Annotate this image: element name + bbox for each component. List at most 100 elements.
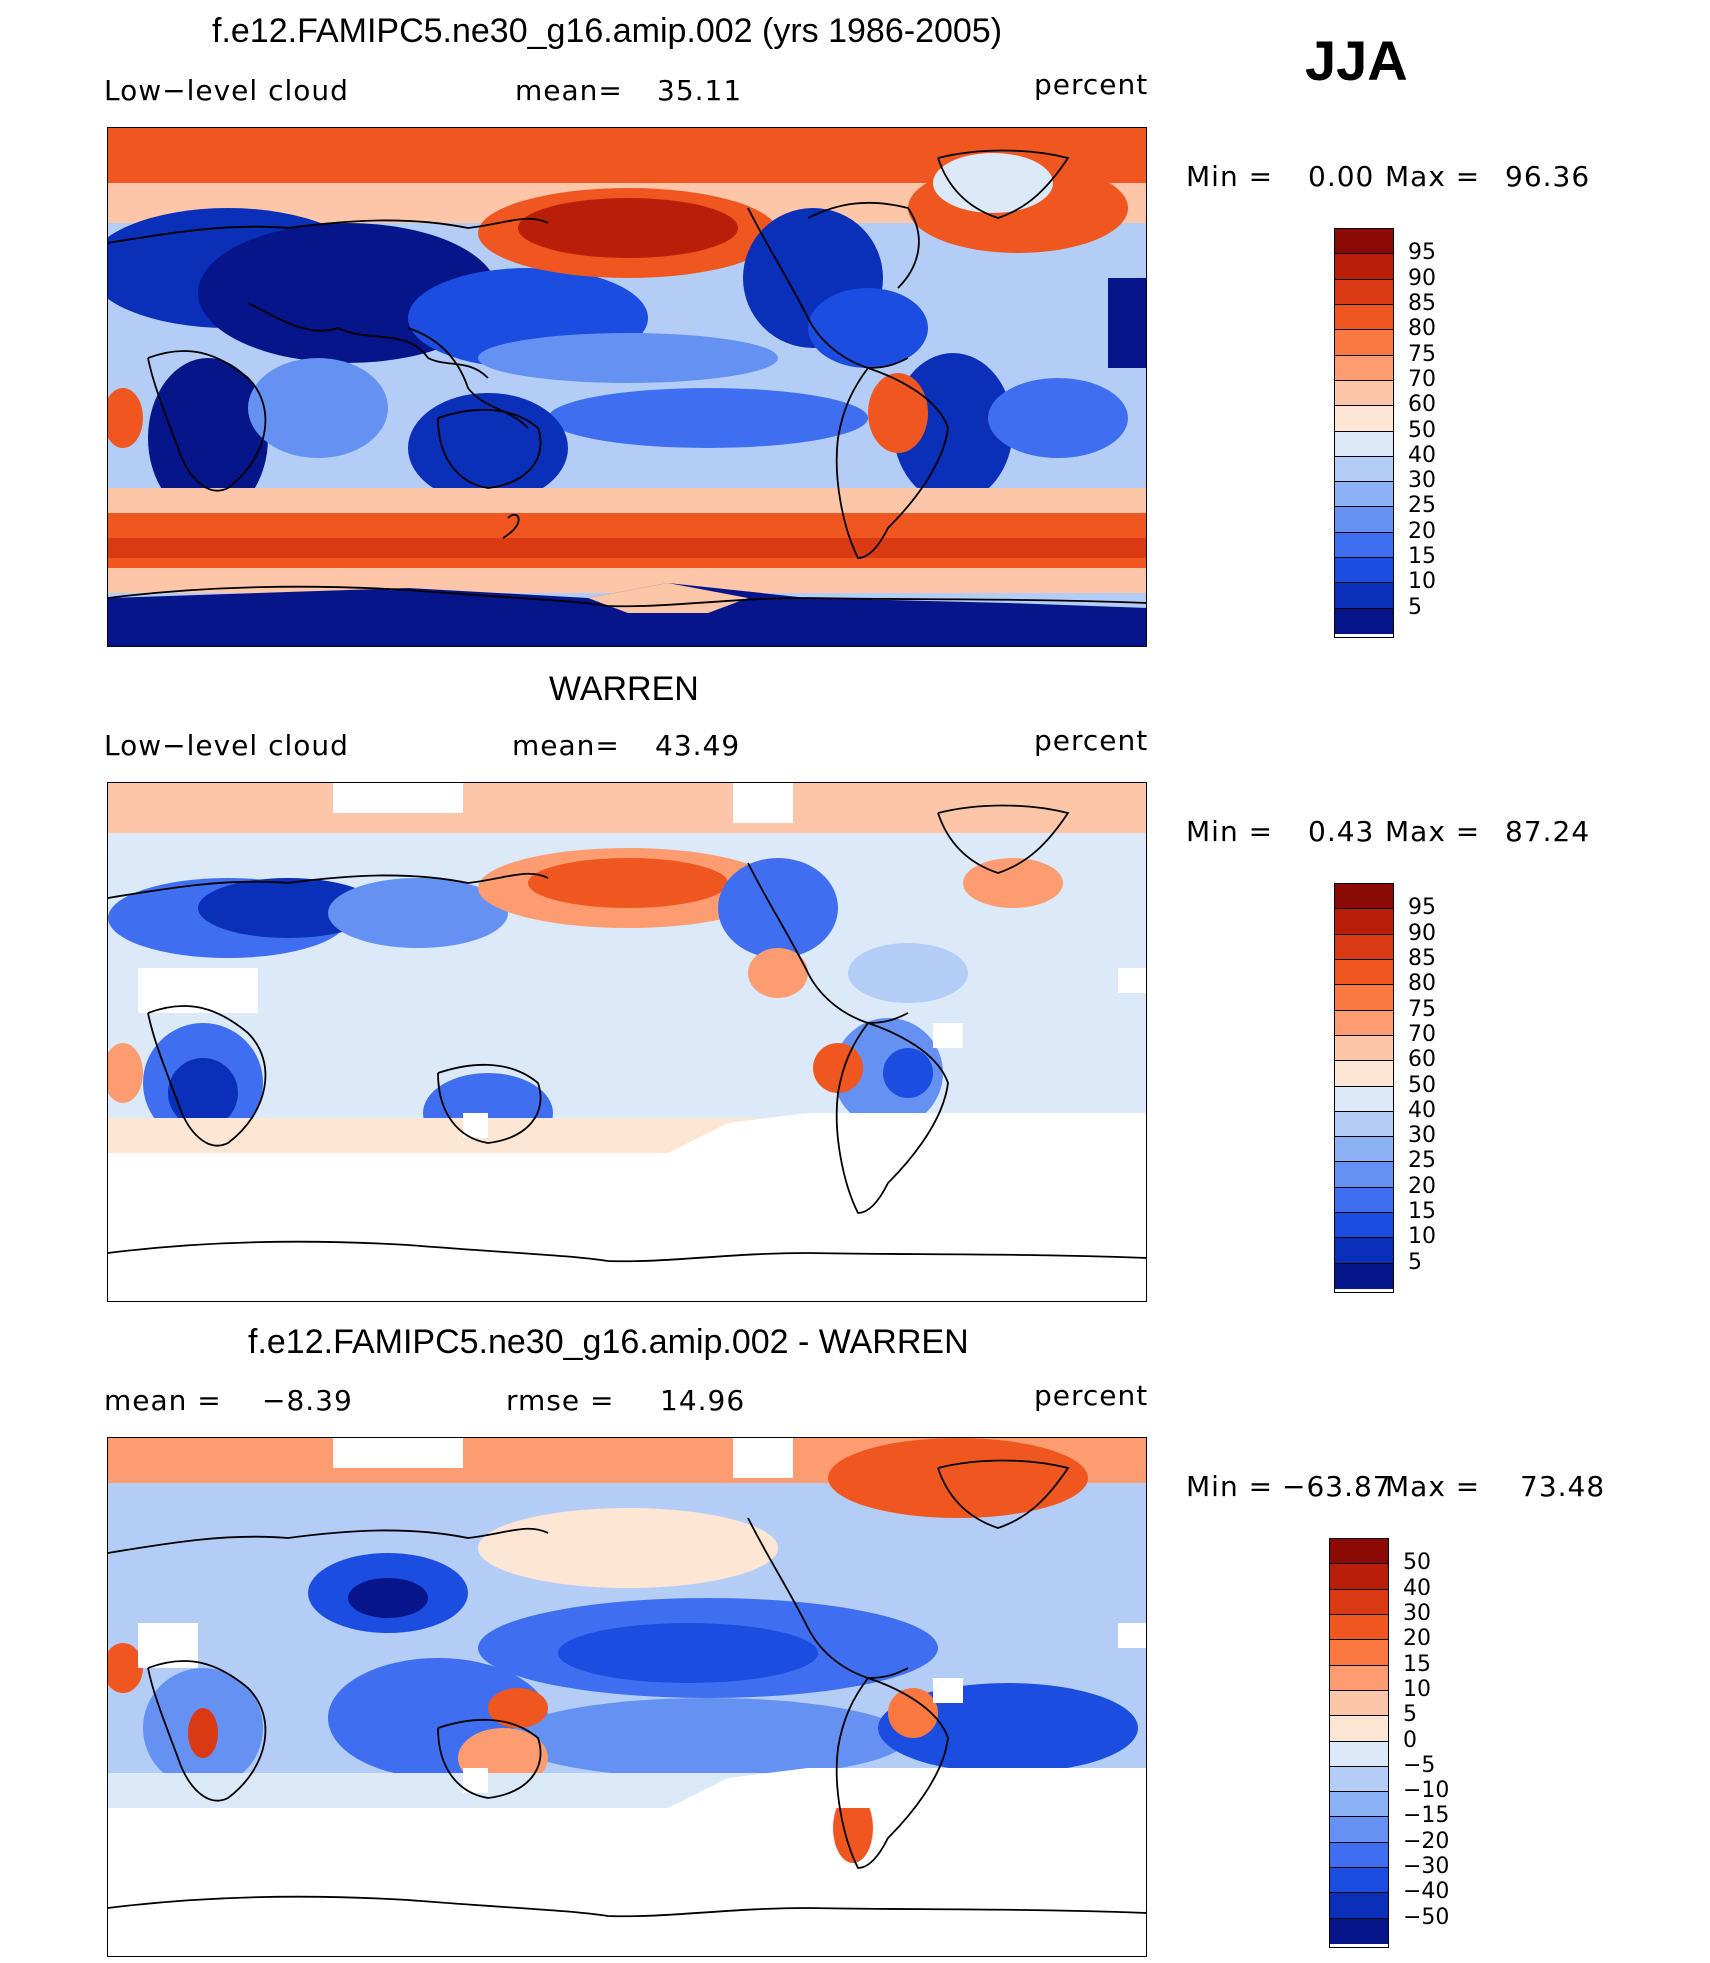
colorbar-cell	[1330, 1539, 1388, 1565]
colorbar-tick-label: 60	[1408, 392, 1436, 418]
colorbar-cell	[1330, 1842, 1388, 1869]
panel-1-title: f.e12.FAMIPC5.ne30_g16.amip.002 (yrs 198…	[212, 12, 1003, 50]
colorbar-cell	[1335, 1187, 1393, 1214]
colorbar-cell	[1335, 304, 1393, 331]
panel-1-colorbar	[1334, 228, 1394, 638]
colorbar-cell	[1330, 1690, 1388, 1717]
panel-3-colorbar	[1329, 1538, 1389, 1948]
colorbar-cell	[1330, 1716, 1388, 1742]
panel-1-max-value: 96.36	[1505, 160, 1591, 193]
colorbar-cell	[1330, 1741, 1388, 1767]
colorbar-tick-label: 25	[1408, 1148, 1436, 1174]
colorbar-tick-label: 5	[1408, 1249, 1422, 1275]
colorbar-cell	[1330, 1640, 1388, 1666]
colorbar-tick-label: 30	[1408, 1123, 1436, 1149]
colorbar-cell	[1335, 482, 1393, 508]
panel-1-variable-label: Low−level cloud	[104, 74, 349, 107]
colorbar-tick-label: 85	[1408, 290, 1436, 316]
colorbar-tick-label: −5	[1403, 1752, 1436, 1778]
panel-1-min-label: Min =	[1186, 160, 1274, 193]
colorbar-cell	[1335, 959, 1393, 986]
colorbar-cell	[1335, 583, 1393, 609]
colorbar-cell	[1335, 909, 1393, 935]
panel-2-min-value: 0.43	[1308, 815, 1375, 848]
colorbar-tick-label: 75	[1408, 341, 1436, 367]
colorbar-tick-label: 80	[1408, 971, 1436, 997]
panel-2-map	[107, 782, 1147, 1302]
colorbar-cell	[1335, 532, 1393, 559]
colorbar-cell	[1335, 355, 1393, 381]
panel-3-min-label: Min =	[1186, 1470, 1274, 1503]
colorbar-tick-label: −15	[1403, 1803, 1450, 1829]
panel-2-mean-label: mean=	[512, 729, 620, 762]
colorbar-cell	[1335, 229, 1393, 255]
colorbar-tick-label: 95	[1408, 895, 1436, 921]
colorbar-cell	[1335, 884, 1393, 910]
colorbar-cell	[1335, 1263, 1393, 1289]
colorbar-tick-label: 50	[1408, 417, 1436, 443]
colorbar-tick-label: 25	[1408, 493, 1436, 519]
panel-2-min-label: Min =	[1186, 815, 1274, 848]
panel-1-mean-label: mean=	[515, 74, 623, 107]
colorbar-cell	[1330, 1766, 1388, 1793]
colorbar-cell	[1335, 1061, 1393, 1087]
colorbar-tick-label: 15	[1403, 1651, 1431, 1677]
colorbar-tick-label: −50	[1403, 1904, 1450, 1930]
colorbar-cell	[1330, 1564, 1388, 1590]
colorbar-tick-label: 30	[1403, 1600, 1431, 1626]
panel-2-field	[108, 783, 1146, 1263]
panel-3-mean-value: −8.39	[262, 1384, 353, 1417]
colorbar-cell	[1335, 1213, 1393, 1239]
panel-2-max-value: 87.24	[1505, 815, 1591, 848]
panel-1-units: percent	[1034, 68, 1149, 101]
panel-3-mean-label: mean =	[104, 1384, 222, 1417]
panel-1-field	[108, 128, 1146, 646]
panel-1-max-label: Max =	[1385, 160, 1481, 193]
panel-3-max-value: 73.48	[1520, 1470, 1606, 1503]
colorbar-cell	[1330, 1665, 1388, 1691]
panel-3-rmse-label: rmse =	[506, 1384, 615, 1417]
colorbar-tick-label: 40	[1408, 442, 1436, 468]
colorbar-tick-label: 10	[1403, 1676, 1431, 1702]
colorbar-tick-label: 60	[1408, 1047, 1436, 1073]
colorbar-tick-label: 50	[1408, 1072, 1436, 1098]
colorbar-tick-label: 30	[1408, 468, 1436, 494]
colorbar-cell	[1335, 1137, 1393, 1163]
colorbar-tick-label: 10	[1408, 569, 1436, 595]
panel-2-units: percent	[1034, 724, 1149, 757]
colorbar-tick-label: 50	[1403, 1550, 1431, 1576]
panel-3-min-value: −63.87	[1282, 1470, 1392, 1503]
colorbar-cell	[1335, 1111, 1393, 1138]
colorbar-tick-label: 5	[1408, 594, 1422, 620]
colorbar-tick-label: 75	[1408, 996, 1436, 1022]
colorbar-cell	[1335, 558, 1393, 584]
colorbar-cell	[1330, 1918, 1388, 1944]
panel-2-max-label: Max =	[1385, 815, 1481, 848]
colorbar-tick-label: 20	[1408, 1173, 1436, 1199]
colorbar-cell	[1335, 507, 1393, 533]
colorbar-tick-label: 90	[1408, 920, 1436, 946]
panel-3-units: percent	[1034, 1379, 1149, 1412]
colorbar-cell	[1335, 279, 1393, 305]
colorbar-tick-label: 10	[1408, 1224, 1436, 1250]
colorbar-tick-label: −20	[1403, 1828, 1450, 1854]
colorbar-cell	[1335, 330, 1393, 356]
colorbar-tick-label: −30	[1403, 1854, 1450, 1880]
panel-3-rmse-value: 14.96	[660, 1384, 746, 1417]
panel-1-min-value: 0.00	[1308, 160, 1375, 193]
colorbar-tick-label: 20	[1403, 1626, 1431, 1652]
colorbar-tick-label: −10	[1403, 1778, 1450, 1804]
season-label: JJA	[1305, 29, 1408, 92]
colorbar-cell	[1335, 985, 1393, 1011]
colorbar-cell	[1330, 1868, 1388, 1894]
colorbar-cell	[1335, 254, 1393, 280]
colorbar-cell	[1335, 406, 1393, 432]
panel-2-title: WARREN	[549, 670, 699, 708]
colorbar-tick-label: 15	[1408, 1199, 1436, 1225]
panel-3-map	[107, 1437, 1147, 1957]
colorbar-cell	[1335, 934, 1393, 960]
colorbar-tick-label: 80	[1408, 316, 1436, 342]
colorbar-cell	[1330, 1792, 1388, 1818]
colorbar-cell	[1335, 380, 1393, 407]
colorbar-tick-label: 15	[1408, 544, 1436, 570]
